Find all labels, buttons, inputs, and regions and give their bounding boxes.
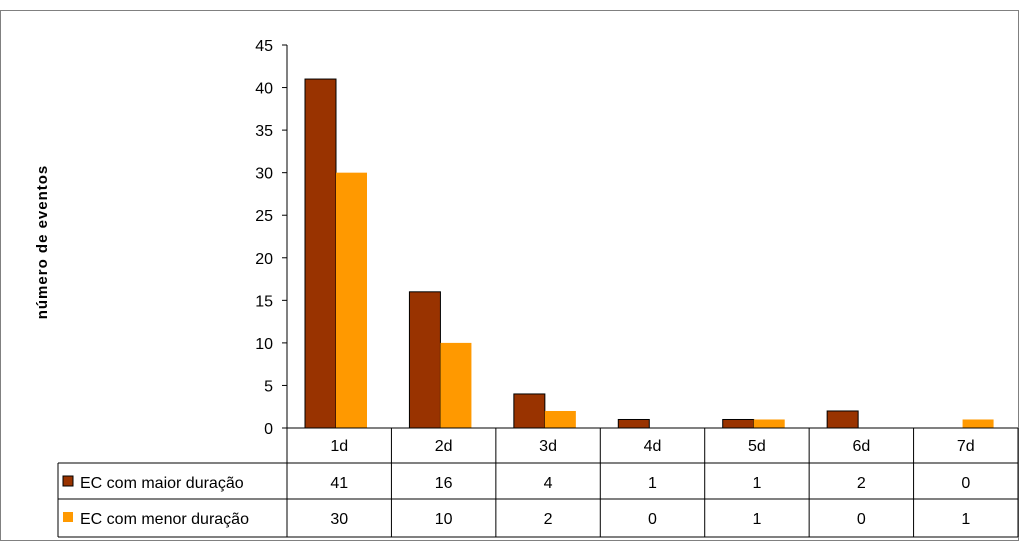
table-cell-value: 2: [544, 511, 553, 528]
bar-series2: [962, 419, 994, 428]
x-tick-label: 6d: [852, 438, 870, 455]
legend-label: EC com maior duração: [80, 475, 244, 492]
legend-swatch: [62, 475, 74, 487]
bar-series2: [336, 172, 367, 428]
table-cell-value: 41: [330, 475, 348, 492]
legend-label: EC com menor duração: [80, 511, 249, 528]
table-cell-value: 0: [648, 511, 657, 528]
bar-series1: [513, 393, 546, 429]
bar-series1: [304, 78, 337, 429]
table-cell-value: 1: [752, 511, 761, 528]
bar-series1: [617, 418, 650, 429]
y-tick-label: 10: [255, 336, 273, 353]
y-tick-label: 45: [255, 38, 273, 55]
table-cell-value: 2: [857, 475, 866, 492]
bar-series1: [408, 291, 441, 429]
table-cell-value: 1: [648, 475, 657, 492]
y-tick-label: 5: [264, 378, 273, 395]
x-tick-label: 5d: [748, 438, 766, 455]
bar-series1: [722, 418, 755, 429]
legend-swatch: [63, 512, 73, 522]
bar-series2: [544, 410, 576, 428]
x-tick-label: 1d: [330, 438, 348, 455]
y-tick-label: 25: [255, 208, 273, 225]
table-cell-value: 1: [752, 475, 761, 492]
table-cell-value: 4: [544, 475, 553, 492]
y-tick-label: 35: [255, 123, 273, 140]
y-tick-label: 40: [255, 81, 273, 98]
x-tick-label: 4d: [644, 438, 662, 455]
table-cell-value: 0: [961, 475, 970, 492]
y-tick-label: 15: [255, 293, 273, 310]
plot-area: 0 5 10 15 20 25 30 35 40 45: [255, 38, 994, 438]
bar-series1: [826, 410, 859, 429]
table-cell-value: 0: [857, 511, 866, 528]
y-axis-label: número de eventos: [34, 165, 51, 320]
table-cell-value: 10: [435, 511, 453, 528]
y-tick-label: 30: [255, 166, 273, 183]
chart-border: [0, 10, 1019, 541]
table-cell-value: 30: [330, 511, 348, 528]
table-cell-value: 1: [961, 511, 970, 528]
y-tick-label: 20: [255, 251, 273, 268]
x-tick-label: 2d: [435, 438, 453, 455]
table-cell-value: 16: [435, 475, 453, 492]
x-tick-label: 3d: [539, 438, 557, 455]
bar-series2: [440, 342, 472, 428]
bar-series2: [753, 419, 785, 428]
x-tick-label: 7d: [957, 438, 975, 455]
y-tick-label: 0: [264, 421, 273, 438]
